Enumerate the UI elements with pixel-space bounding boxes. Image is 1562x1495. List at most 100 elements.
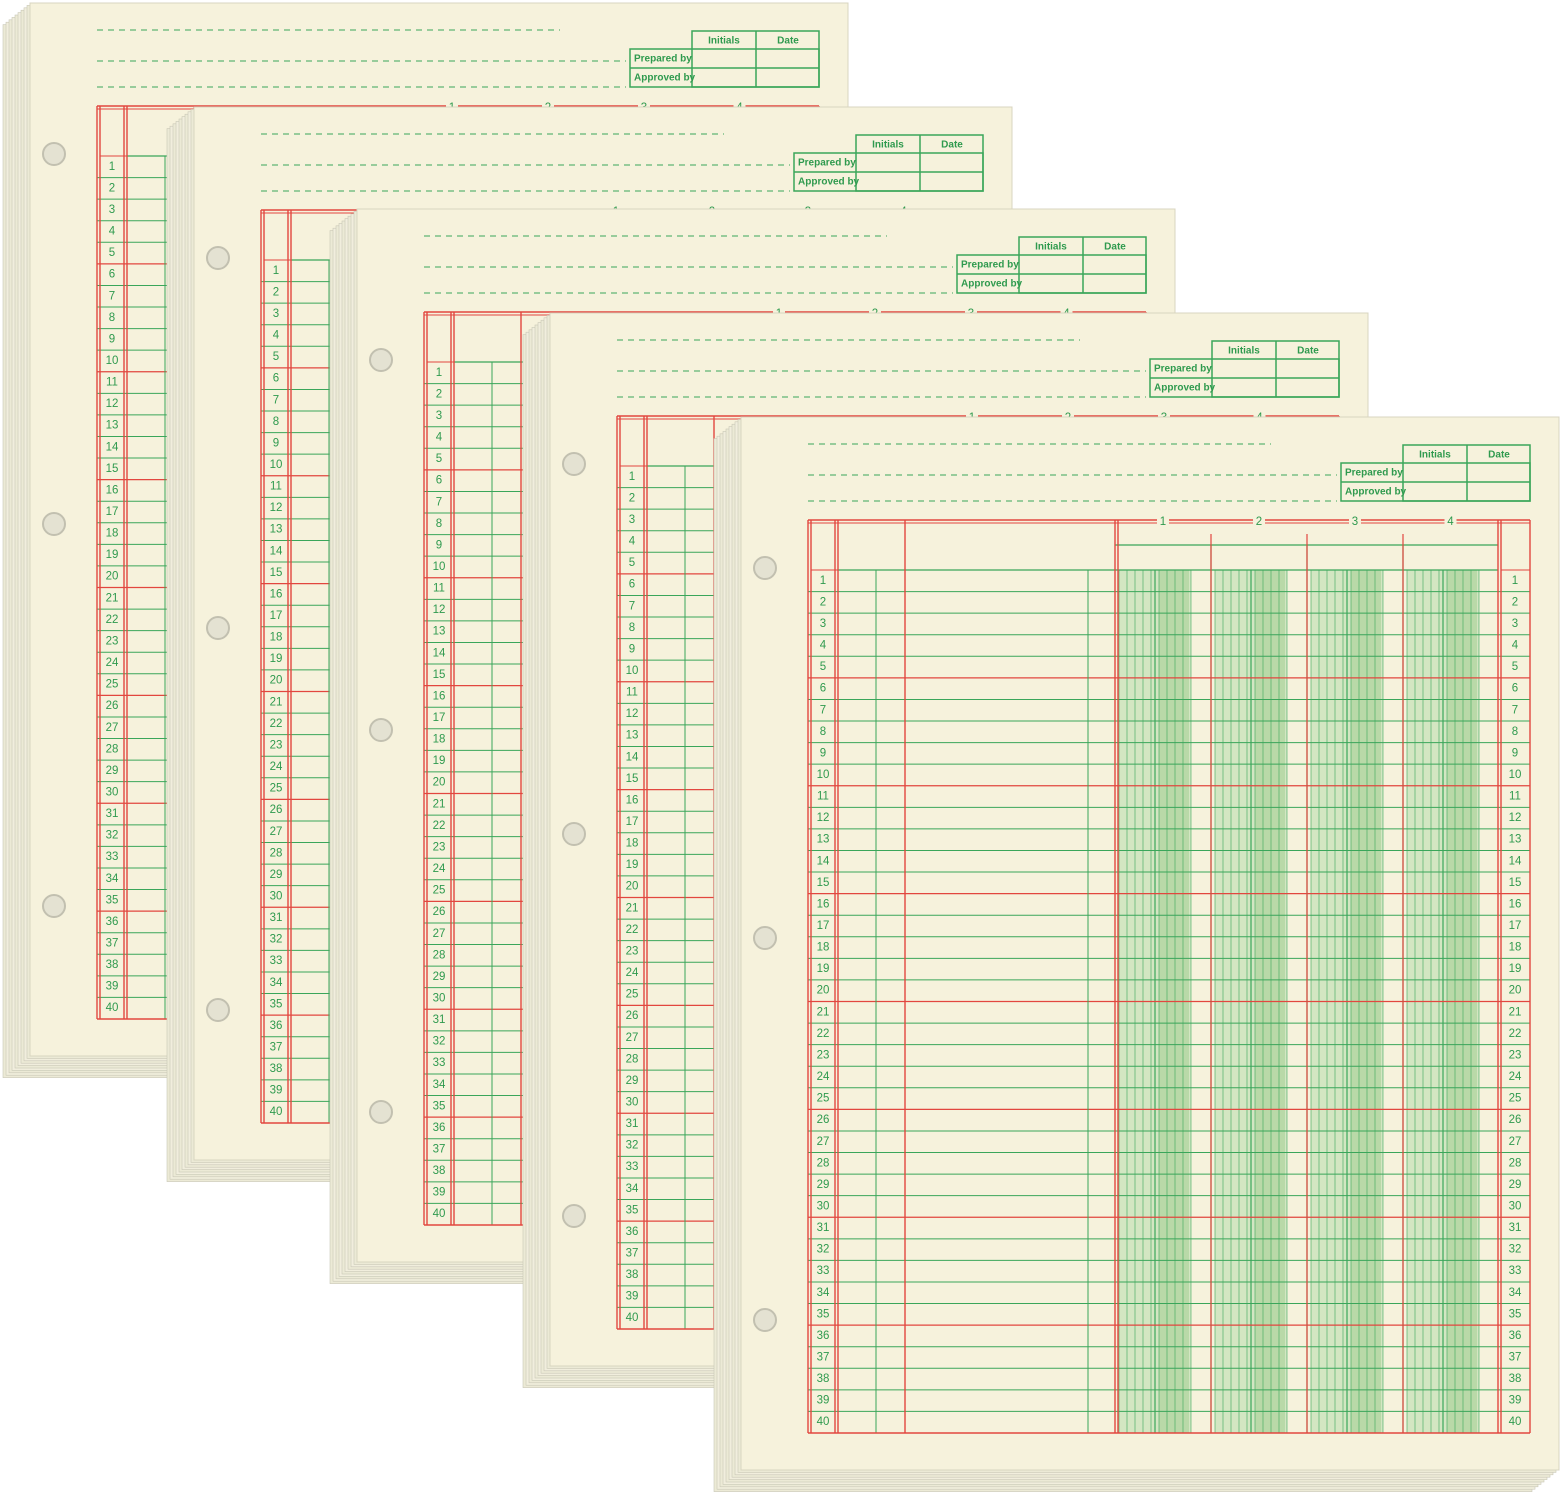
row-number: 4 — [436, 432, 443, 444]
punch-hole — [369, 1100, 393, 1124]
column-number: 4 — [1447, 516, 1454, 528]
row-number: 7 — [629, 600, 635, 612]
row-number: 13 — [106, 420, 119, 432]
row-number: 10 — [1509, 769, 1522, 781]
row-number: 6 — [629, 579, 635, 591]
row-number: 15 — [1509, 877, 1522, 889]
row-number: 25 — [270, 783, 283, 795]
row-number: 12 — [626, 708, 639, 720]
row-number: 29 — [270, 869, 283, 881]
row-number: 23 — [1509, 1049, 1522, 1061]
row-number: 19 — [433, 755, 446, 767]
header-label: Approved by — [634, 73, 696, 84]
row-number: 9 — [109, 333, 115, 345]
header-label: Initials — [708, 36, 740, 47]
row-number: 35 — [270, 998, 283, 1010]
row-number: 27 — [270, 826, 283, 838]
row-number: 1 — [436, 367, 442, 379]
row-number: 13 — [433, 626, 446, 638]
row-number: 5 — [273, 351, 279, 363]
row-number: 33 — [433, 1057, 446, 1069]
row-number: 36 — [626, 1226, 639, 1238]
row-number: 30 — [1509, 1200, 1522, 1212]
row-number: 37 — [106, 938, 119, 950]
row-number: 11 — [626, 687, 638, 699]
row-number: 39 — [270, 1085, 283, 1097]
row-number: 33 — [106, 851, 119, 863]
row-number: 20 — [106, 571, 119, 583]
row-number: 23 — [270, 739, 283, 751]
row-number: 24 — [817, 1071, 830, 1083]
row-number: 24 — [106, 657, 119, 669]
row-number: 1 — [629, 471, 635, 483]
row-number: 21 — [817, 1006, 830, 1018]
row-number: 10 — [433, 561, 446, 573]
punch-hole — [42, 512, 66, 536]
row-number: 31 — [626, 1118, 639, 1130]
row-number: 8 — [820, 726, 826, 738]
row-number: 37 — [433, 1144, 446, 1156]
row-number: 39 — [626, 1291, 639, 1303]
row-number: 39 — [817, 1395, 830, 1407]
number-gap — [1444, 517, 1457, 527]
row-number: 16 — [106, 484, 119, 496]
row-number: 25 — [626, 989, 639, 1001]
row-number: 1 — [1512, 575, 1518, 587]
header-label: Prepared by — [1345, 468, 1403, 479]
row-number: 15 — [106, 463, 119, 475]
row-number: 14 — [270, 545, 283, 557]
row-number: 23 — [433, 841, 446, 853]
row-number: 20 — [817, 985, 830, 997]
header-label: Approved by — [798, 177, 860, 188]
row-number: 34 — [1509, 1287, 1522, 1299]
row-number: 9 — [629, 643, 635, 655]
row-number: 27 — [817, 1136, 830, 1148]
row-number: 4 — [629, 536, 636, 548]
row-number: 24 — [1509, 1071, 1522, 1083]
row-number: 17 — [817, 920, 830, 932]
row-number: 40 — [1509, 1416, 1522, 1428]
row-number: 21 — [626, 902, 639, 914]
row-number: 6 — [820, 683, 826, 695]
row-number: 35 — [106, 894, 119, 906]
row-number: 36 — [106, 916, 119, 928]
row-number: 10 — [270, 459, 283, 471]
row-number: 19 — [270, 653, 283, 665]
row-number: 30 — [106, 786, 119, 798]
row-number: 36 — [1509, 1330, 1522, 1342]
row-number: 23 — [106, 635, 119, 647]
row-number: 30 — [626, 1096, 639, 1108]
row-number: 28 — [106, 743, 119, 755]
row-number: 5 — [436, 453, 442, 465]
row-number: 33 — [626, 1161, 639, 1173]
row-number: 38 — [626, 1269, 639, 1281]
row-number: 16 — [1509, 898, 1522, 910]
row-number: 2 — [436, 388, 442, 400]
row-number: 8 — [436, 518, 442, 530]
row-number: 25 — [817, 1093, 830, 1105]
row-number: 20 — [1509, 985, 1522, 997]
row-number: 7 — [436, 496, 442, 508]
row-number: 12 — [817, 812, 830, 824]
row-number: 29 — [1509, 1179, 1522, 1191]
row-number: 9 — [1512, 747, 1518, 759]
row-number: 14 — [1509, 855, 1522, 867]
row-number: 24 — [433, 863, 446, 875]
row-number: 5 — [629, 557, 635, 569]
row-number: 24 — [626, 967, 639, 979]
row-number: 25 — [433, 885, 446, 897]
row-number: 13 — [270, 524, 283, 536]
header-label: Date — [1104, 242, 1126, 253]
row-number: 22 — [270, 718, 283, 730]
row-number: 10 — [106, 355, 119, 367]
row-number: 25 — [1509, 1093, 1522, 1105]
row-number: 31 — [433, 1014, 446, 1026]
row-number: 5 — [1512, 661, 1518, 673]
row-number: 13 — [817, 834, 830, 846]
header-label: Approved by — [1345, 487, 1407, 498]
header-label: Date — [1488, 450, 1510, 461]
row-number: 10 — [817, 769, 830, 781]
row-number: 2 — [820, 596, 826, 608]
row-number: 12 — [106, 398, 119, 410]
row-number: 39 — [106, 981, 119, 993]
